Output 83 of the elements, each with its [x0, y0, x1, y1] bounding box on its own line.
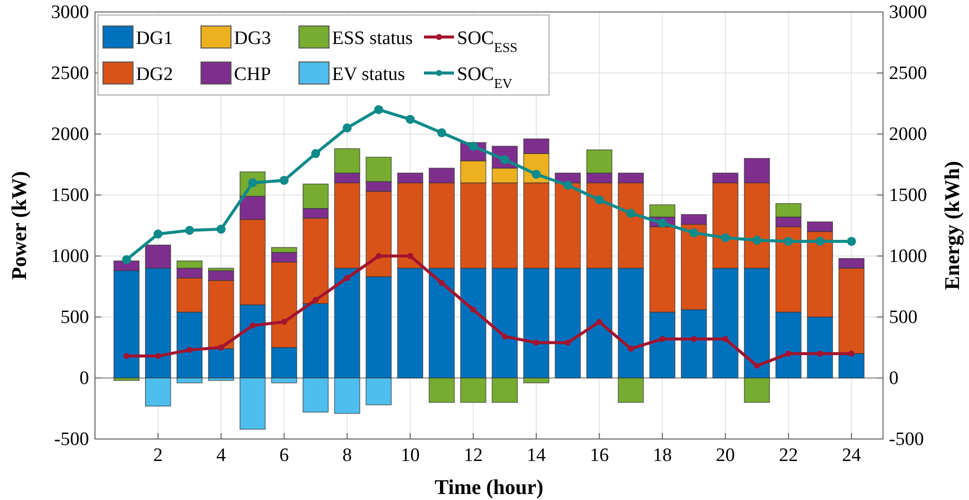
y2-axis-title: Energy (kWh) — [940, 161, 964, 290]
x-tick-label: 18 — [652, 445, 672, 466]
point — [374, 105, 384, 114]
y-tick-label: 1500 — [51, 185, 89, 206]
legend-label: EV status — [332, 64, 406, 85]
point — [563, 180, 572, 190]
legend-label: ESS status — [332, 28, 413, 49]
y-tick-label: -500 — [54, 429, 89, 450]
x-tick-label: 14 — [526, 445, 546, 466]
y2-tick-label: 3000 — [889, 2, 927, 23]
point — [689, 228, 698, 238]
x-axis-title: Time (hour) — [434, 475, 544, 499]
point — [626, 208, 636, 218]
point — [311, 149, 320, 158]
point — [186, 346, 193, 353]
x-tick-label: 24 — [842, 445, 862, 466]
point — [344, 274, 350, 281]
point — [784, 236, 793, 246]
point — [785, 350, 792, 357]
y2-tick-label: 500 — [889, 307, 918, 328]
point — [596, 318, 602, 325]
point — [594, 195, 604, 204]
point — [846, 236, 856, 246]
point — [470, 306, 476, 313]
legend-label: SOC$_{ESS}$ — [457, 28, 518, 54]
point — [407, 253, 414, 259]
point — [250, 322, 256, 329]
y-tick-label: 2500 — [51, 63, 89, 84]
legend-label: SOC$_{EV}$ — [457, 64, 512, 90]
point — [154, 230, 163, 239]
point — [216, 224, 226, 234]
point — [281, 318, 288, 325]
point — [468, 142, 478, 151]
x-tick-label: 16 — [590, 445, 609, 466]
x-tick-label: 22 — [778, 445, 798, 466]
point — [312, 296, 319, 303]
point — [848, 350, 854, 357]
legend-label: DG3 — [234, 28, 271, 49]
point — [502, 334, 508, 340]
y2-tick-label: 2000 — [889, 124, 927, 145]
point — [122, 255, 132, 264]
x-tick-label: 4 — [216, 445, 226, 466]
point — [564, 340, 571, 346]
point — [722, 336, 728, 342]
y-tick-label: 0 — [80, 368, 89, 389]
legend-label: DG2 — [136, 64, 173, 85]
legend-label: DG1 — [136, 28, 173, 49]
y-tick-label: 1000 — [51, 246, 89, 267]
point — [815, 236, 824, 246]
point — [628, 346, 634, 352]
y-axis-title: Power (kW) — [7, 171, 31, 280]
y-tick-label: 2000 — [51, 124, 89, 145]
y2-tick-label: -500 — [889, 429, 924, 450]
point — [720, 233, 730, 242]
point — [218, 344, 224, 350]
x-tick-label: 10 — [400, 445, 420, 466]
y2-tick-label: 1000 — [889, 246, 927, 267]
point — [752, 236, 762, 245]
y-tick-label: 500 — [60, 307, 89, 328]
point — [406, 114, 415, 124]
point — [376, 253, 382, 259]
point — [754, 362, 760, 369]
point — [816, 350, 823, 357]
point — [155, 353, 162, 360]
point — [533, 340, 540, 346]
point — [690, 336, 697, 342]
point — [438, 280, 445, 286]
x-tick-label: 2 — [153, 445, 163, 466]
x-tick-label: 20 — [716, 445, 735, 466]
y-tick-label: 3000 — [51, 2, 89, 23]
point — [659, 336, 666, 342]
point — [185, 226, 194, 235]
x-tick-label: 8 — [342, 445, 352, 466]
point — [342, 123, 352, 132]
point — [532, 170, 541, 179]
point — [437, 128, 446, 138]
legend-label: CHP — [234, 64, 271, 85]
x-tick-label: 12 — [464, 445, 483, 466]
y2-tick-label: 2500 — [889, 63, 927, 84]
x-tick-label: 6 — [279, 445, 289, 466]
y2-tick-label: 0 — [889, 368, 898, 389]
y2-tick-label: 1500 — [889, 185, 927, 206]
point — [280, 176, 289, 185]
